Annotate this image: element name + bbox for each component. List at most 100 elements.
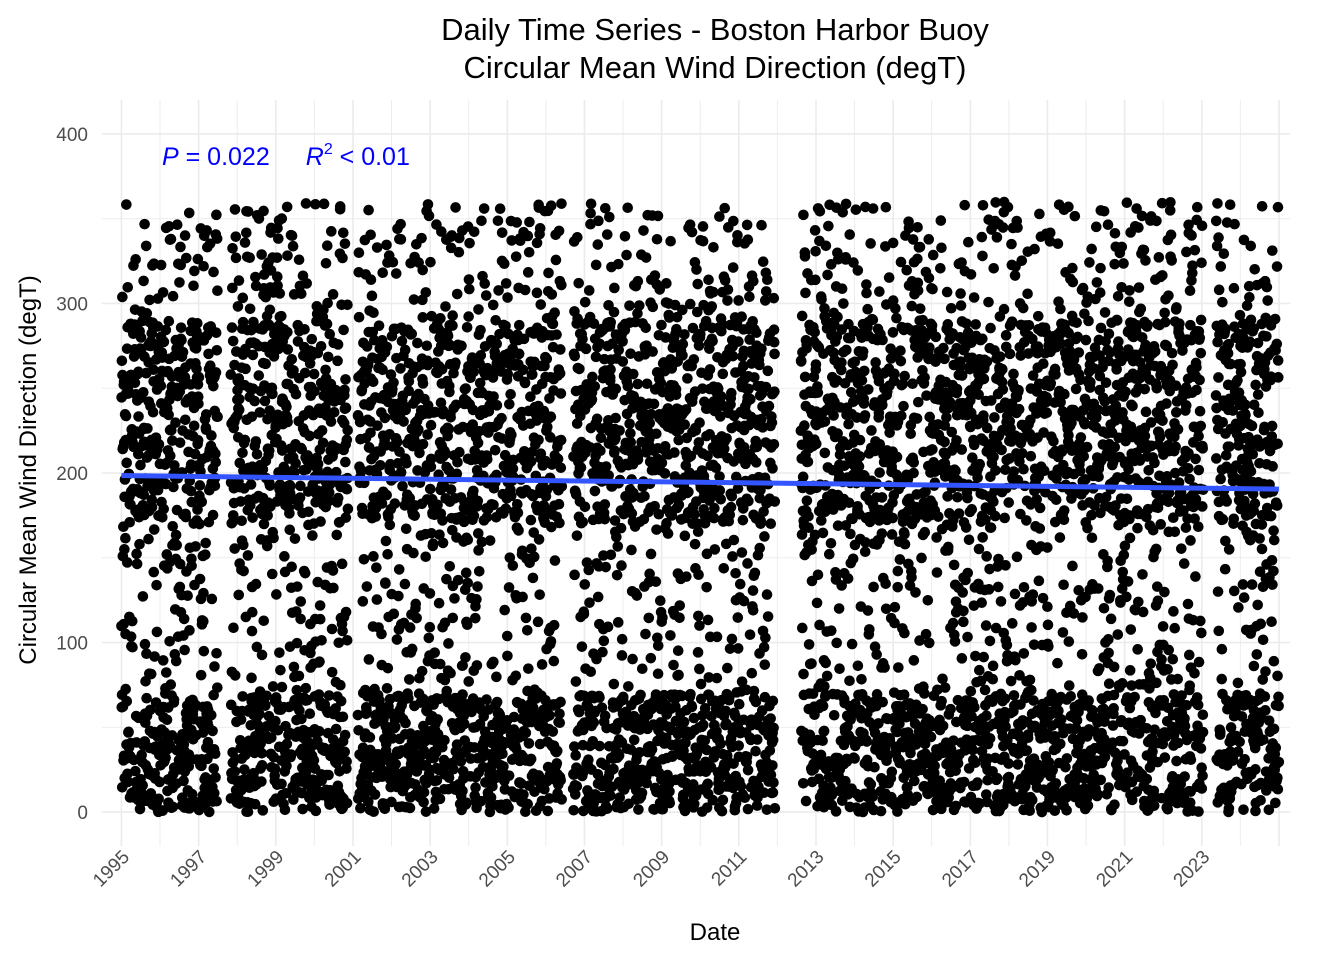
data-point	[307, 530, 318, 541]
data-point	[131, 548, 142, 560]
data-point	[513, 348, 525, 360]
data-point	[376, 498, 388, 509]
data-point	[474, 377, 486, 389]
data-point	[398, 416, 409, 427]
data-point	[368, 806, 379, 818]
data-point	[665, 235, 676, 247]
data-point	[472, 581, 483, 592]
data-point	[365, 229, 376, 241]
data-point	[416, 232, 427, 244]
data-point	[686, 701, 698, 713]
data-point	[239, 237, 251, 248]
data-point	[212, 682, 223, 693]
data-point	[175, 322, 187, 333]
data-point	[849, 753, 860, 764]
data-point	[421, 340, 433, 352]
data-point	[908, 655, 920, 666]
data-point	[691, 264, 702, 275]
data-point	[445, 667, 456, 679]
data-point	[445, 242, 457, 254]
data-point	[323, 690, 335, 701]
data-point	[956, 444, 968, 455]
data-point	[503, 802, 514, 813]
data-point	[609, 445, 620, 456]
data-point	[822, 269, 833, 281]
data-point	[727, 262, 739, 273]
data-point	[208, 787, 220, 799]
data-point	[157, 511, 168, 523]
data-point	[569, 350, 581, 362]
data-point	[516, 778, 527, 789]
data-point	[479, 278, 491, 289]
data-point	[256, 649, 268, 661]
data-point	[236, 515, 247, 527]
data-point	[406, 328, 418, 340]
data-point	[300, 766, 312, 777]
data-point	[323, 495, 335, 507]
data-point	[321, 318, 333, 330]
data-point	[611, 569, 623, 581]
data-point	[443, 772, 455, 783]
data-point	[138, 386, 149, 398]
data-point	[665, 630, 676, 641]
data-point	[211, 209, 222, 221]
data-point	[647, 301, 659, 313]
data-point	[165, 233, 177, 245]
data-point	[429, 647, 441, 658]
data-point	[500, 503, 512, 515]
data-point	[762, 365, 774, 377]
data-point	[487, 372, 499, 383]
data-point	[507, 560, 519, 571]
data-point	[342, 424, 353, 436]
data-point	[339, 238, 351, 249]
data-point	[357, 596, 369, 607]
data-point	[237, 691, 248, 702]
data-point	[661, 278, 672, 289]
data-point	[129, 377, 141, 389]
data-point	[798, 668, 809, 680]
data-point	[403, 692, 414, 704]
data-point	[418, 796, 429, 808]
data-point	[468, 485, 479, 497]
data-point	[601, 803, 613, 815]
data-point	[527, 572, 539, 584]
data-point	[461, 797, 472, 809]
data-point	[681, 571, 692, 582]
data-point	[574, 363, 585, 375]
data-point	[864, 624, 875, 635]
data-point	[340, 402, 352, 414]
data-point	[875, 805, 887, 817]
data-point	[754, 542, 766, 554]
data-point	[209, 661, 220, 672]
data-point	[948, 559, 960, 571]
data-point	[171, 219, 183, 231]
data-point	[118, 618, 129, 630]
data-point	[257, 464, 269, 475]
data-point	[427, 538, 439, 550]
data-point	[409, 510, 421, 521]
data-point	[138, 489, 150, 501]
data-point	[761, 589, 773, 600]
data-point	[196, 496, 208, 508]
data-point	[568, 804, 579, 816]
data-point	[895, 345, 906, 357]
data-point	[250, 436, 262, 447]
data-point	[573, 706, 585, 718]
data-point	[914, 241, 926, 253]
data-point	[134, 538, 145, 550]
data-point	[390, 758, 401, 770]
data-point	[464, 283, 475, 295]
data-point	[535, 448, 547, 460]
data-point	[838, 298, 849, 309]
data-point	[229, 204, 241, 215]
data-point	[692, 526, 704, 538]
data-point	[590, 259, 602, 271]
data-point	[341, 434, 353, 446]
data-point	[363, 442, 375, 453]
data-point	[747, 604, 759, 616]
data-point	[299, 367, 311, 379]
data-point	[923, 637, 935, 649]
data-point	[193, 371, 205, 383]
data-point	[487, 299, 499, 311]
data-point	[328, 406, 340, 418]
